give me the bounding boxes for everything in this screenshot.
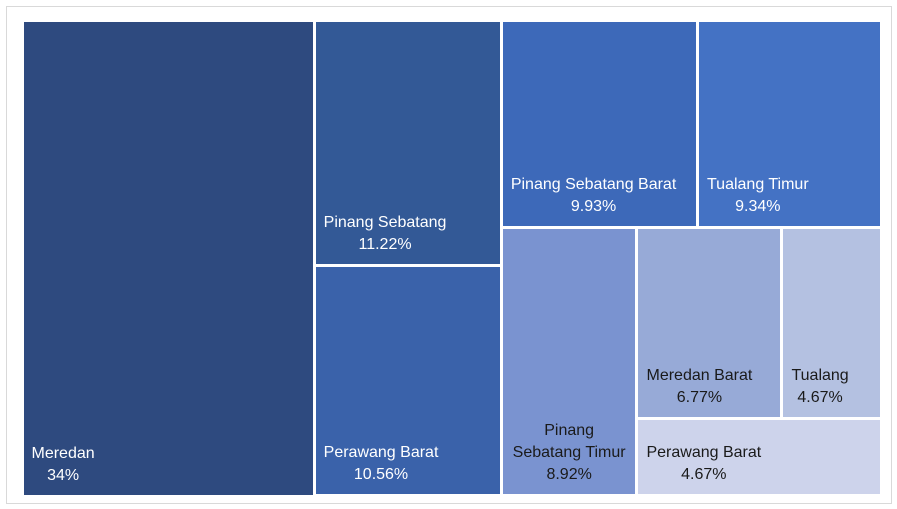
chart-frame [6, 6, 892, 504]
category-label: Pinang Sebatang [323, 213, 447, 231]
cell-label: Perawang Barat 4.67% [646, 442, 761, 486]
treemap-cell: Pinang Sebatang Timur 8.92% [502, 228, 636, 495]
cell-label: Pinang Sebatang Barat 9.93% [511, 174, 676, 218]
cell-label: Pinang Sebatang Timur 8.92% [511, 420, 628, 486]
category-label: Tualang Timur [706, 175, 809, 193]
treemap-cell: Pinang Sebatang 11.22% [315, 21, 500, 264]
cell-label: Tualang Timur 9.34% [707, 174, 809, 218]
cell-label: Tualang 4.67% [791, 365, 848, 409]
treemap-cell: Pinang Sebatang Barat 9.93% [502, 21, 696, 226]
category-label: Perawang Barat [646, 444, 762, 462]
category-label: Pinang Sebatang Barat [510, 175, 677, 193]
value-label: 11.22% [358, 235, 412, 253]
cell-label: Pinang Sebatang 11.22% [324, 212, 447, 256]
value-label: 9.34% [735, 197, 781, 215]
value-label: 4.67% [681, 466, 727, 484]
category-label: Meredan Barat [646, 366, 753, 384]
category-label: Tualang [791, 366, 849, 384]
treemap-cell: Perawang Barat 4.67% [638, 419, 881, 495]
cell-label: Perawang Barat 10.56% [324, 442, 439, 486]
category-label: Perawang Barat [323, 444, 439, 462]
treemap-cell: Meredan 34% [23, 21, 313, 495]
value-label: 6.77% [676, 388, 723, 406]
cell-label: Meredan 34% [32, 443, 95, 487]
category-label: Pinang Sebatang Timur [512, 422, 626, 462]
value-label: 10.56% [353, 466, 409, 484]
treemap-cell: Meredan Barat 6.77% [638, 228, 781, 417]
value-label: 9.93% [570, 197, 617, 215]
treemap: Meredan 34% Pinang Sebatang 11.22% Perawang … [22, 20, 882, 496]
treemap-cell: Perawang Barat 10.56% [315, 266, 500, 495]
value-label: 4.67% [797, 388, 843, 406]
value-label: 8.92% [546, 466, 592, 484]
category-label: Meredan [31, 444, 95, 462]
treemap-cell: Tualang 4.67% [783, 228, 881, 417]
treemap-cell: Tualang Timur 9.34% [698, 21, 881, 226]
cell-label: Meredan Barat 6.77% [646, 365, 752, 409]
value-label: 34% [47, 466, 80, 484]
